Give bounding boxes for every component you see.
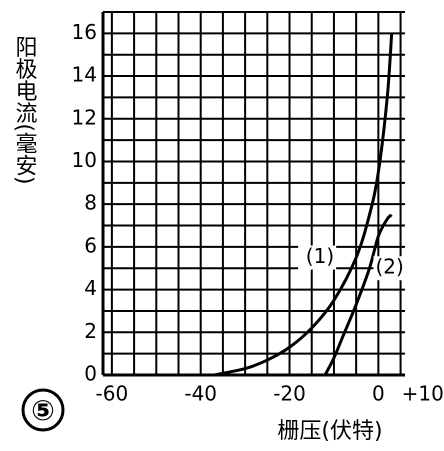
x-tick-label: -20 — [273, 382, 306, 406]
label-bg — [373, 256, 412, 281]
y-tick-label: 14 — [72, 63, 97, 87]
label-bg — [298, 245, 337, 270]
curve — [323, 213, 393, 376]
y-tick-label: 6 — [84, 233, 97, 257]
x-axis-label: 栅压(伏特) — [277, 419, 382, 444]
y-tick-label: 2 — [84, 319, 97, 343]
x-tick-label: -40 — [184, 382, 217, 406]
series-label: (1) — [306, 244, 334, 268]
x-tick-label: -60 — [96, 382, 129, 406]
curve — [213, 33, 394, 377]
y-axis-label: 阳极电流(毫安) — [12, 35, 38, 184]
y-tick-label: 10 — [72, 148, 97, 172]
y-tick-label: 16 — [72, 20, 97, 44]
series-label: (2) — [375, 255, 403, 279]
x-tick-label: +10 — [402, 382, 444, 406]
title-circle — [21, 388, 65, 432]
y-tick-label: 12 — [72, 105, 97, 129]
x-tick-label: 0 — [372, 382, 385, 406]
y-tick-label: 4 — [84, 276, 97, 300]
chart-title: ⑤ — [31, 394, 55, 427]
y-tick-label: 8 — [84, 191, 97, 215]
y-tick-label: 0 — [84, 362, 97, 386]
